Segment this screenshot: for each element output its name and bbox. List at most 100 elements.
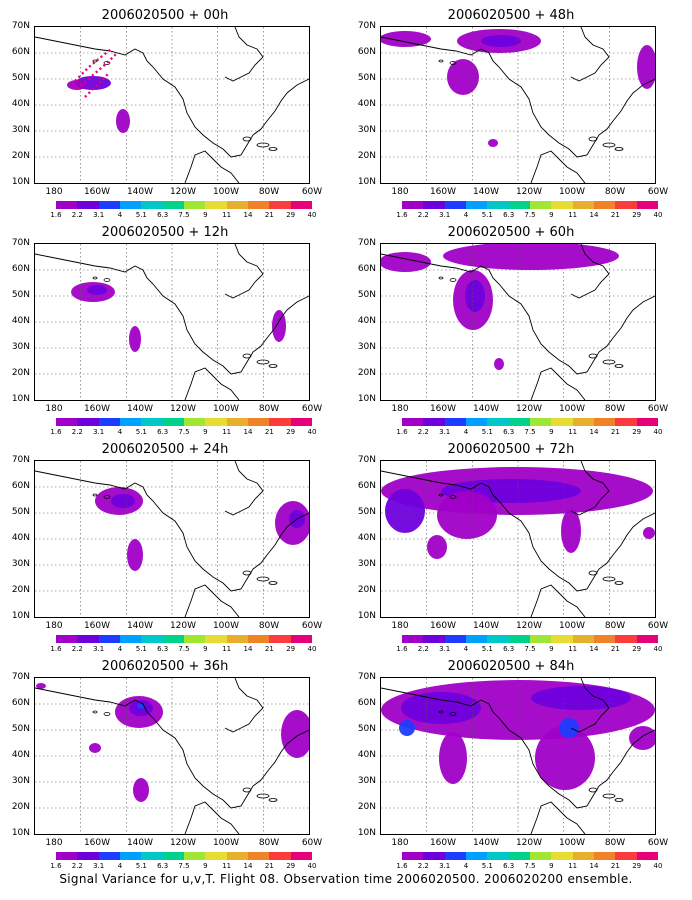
lon-tick-label: 100W — [212, 621, 240, 631]
colorbar-label: 3.1 — [439, 862, 451, 870]
colorbar-swatch — [162, 635, 184, 643]
colorbar-label: 6.3 — [503, 428, 515, 436]
coastline — [224, 27, 264, 82]
colorbar-label: 5.1 — [135, 862, 147, 870]
colorbar-label: 6.3 — [157, 862, 169, 870]
lat-tick-label: 10N — [11, 394, 30, 404]
colorbar-swatch — [593, 201, 616, 209]
colorbar-label: 40 — [307, 645, 317, 653]
coastline — [570, 244, 610, 299]
colorbar-swatch — [487, 635, 509, 643]
lat-tick-label: 70N — [357, 672, 376, 682]
lat-tick-label: 10N — [357, 828, 376, 838]
colorbar-swatch — [205, 635, 227, 643]
colorbar-swatch — [508, 635, 530, 643]
colorbar-label: 3.1 — [439, 428, 451, 436]
colorbar-label: 40 — [653, 645, 663, 653]
colorbar-swatch — [615, 201, 637, 209]
island-outline — [449, 61, 457, 65]
panel-24h: 2006020500 + 24h 70N 60N 50N 40N 30N 20N 10N 18… — [0, 442, 330, 653]
colorbar-label: 11 — [568, 645, 578, 653]
colorbar-label: 29 — [286, 862, 296, 870]
lon-tick-label: 100W — [212, 404, 240, 414]
colorbar-swatch — [290, 418, 312, 426]
lon-tick-label: 120W — [515, 404, 543, 414]
lon-tick-label: 120W — [169, 404, 197, 414]
lon-tick-label: 180 — [391, 621, 409, 631]
colorbar-swatch — [98, 852, 120, 860]
colorbar-swatch — [77, 201, 99, 209]
panel-title: 2006020500 + 36h — [101, 659, 229, 674]
lon-tick-label: 80W — [258, 838, 280, 848]
colorbar-label: 1.6 — [50, 211, 62, 219]
flight-track — [74, 48, 118, 98]
coastline — [35, 253, 309, 375]
island-outline — [268, 798, 278, 802]
lat-tick-label: 40N — [11, 99, 30, 109]
colorbar-label: 14 — [589, 645, 599, 653]
colorbar-label: 29 — [632, 211, 642, 219]
colorbar-swatch — [56, 418, 78, 426]
colorbar-swatch — [487, 418, 509, 426]
colorbar-swatch — [119, 852, 142, 860]
colorbar-swatch — [56, 201, 78, 209]
colorbar-label: 21 — [264, 428, 274, 436]
lat-tick-label: 60N — [357, 698, 376, 708]
colorbar-swatch — [141, 201, 163, 209]
colorbar-label: 9 — [203, 862, 208, 870]
colorbar-swatch — [636, 418, 658, 426]
island-outline — [588, 353, 598, 359]
lon-tick-label: 100W — [558, 187, 586, 197]
island-outline — [438, 59, 444, 63]
island-outline — [602, 793, 616, 799]
variance-region — [443, 244, 619, 270]
coastline — [224, 678, 264, 733]
colorbar-swatch — [593, 852, 616, 860]
map-svg — [381, 244, 655, 400]
lon-tick-label: 140W — [472, 404, 500, 414]
colorbar-swatch — [402, 201, 424, 209]
lon-tick-label: 60W — [647, 187, 669, 197]
lat-tick-label: 70N — [11, 455, 30, 465]
colorbar-label: 5.1 — [481, 211, 493, 219]
island-outline — [92, 710, 98, 714]
lon-tick-label: 60W — [301, 404, 323, 414]
colorbar-label: 9 — [549, 645, 554, 653]
lon-tick-label: 160W — [429, 404, 457, 414]
colorbar-swatch — [465, 635, 488, 643]
colorbar-swatch — [56, 852, 78, 860]
lon-tick-label: 100W — [558, 404, 586, 414]
lat-tick-label: 50N — [11, 290, 30, 300]
lat-tick-label: 60N — [11, 481, 30, 491]
colorbar-label: 14 — [243, 862, 253, 870]
lon-tick-label: 80W — [258, 404, 280, 414]
colorbar-swatch — [423, 201, 445, 209]
island-outline — [602, 359, 616, 365]
coastline — [381, 253, 655, 375]
colorbar-swatch — [508, 201, 530, 209]
colorbar-label: 11 — [568, 211, 578, 219]
colorbar-swatch — [162, 201, 184, 209]
colorbar-swatch — [205, 418, 227, 426]
colorbar-swatch — [423, 635, 445, 643]
lat-tick-label: 60N — [357, 264, 376, 274]
colorbar-label: 5.1 — [481, 645, 493, 653]
colorbar-label: 29 — [286, 428, 296, 436]
colorbar-swatch — [572, 635, 594, 643]
colorbar-label: 29 — [632, 428, 642, 436]
colorbar-swatch — [119, 418, 142, 426]
colorbar-swatch — [77, 852, 99, 860]
panel-00h: 2006020500 + 00h 70N 60N 50N 40N 30N 20N 10N 18… — [0, 8, 330, 219]
map-svg — [381, 27, 655, 183]
colorbar-swatch — [593, 418, 616, 426]
lat-tick-label: 60N — [11, 47, 30, 57]
lat-tick-label: 30N — [11, 342, 30, 352]
lat-tick-label: 30N — [357, 559, 376, 569]
lon-tick-label: 80W — [604, 187, 626, 197]
colorbar — [402, 418, 658, 426]
panel-title: 2006020500 + 60h — [447, 225, 575, 240]
lat-tick-label: 50N — [357, 73, 376, 83]
colorbar-label: 40 — [307, 428, 317, 436]
lat-tick-label: 10N — [357, 611, 376, 621]
colorbar-swatch — [162, 852, 184, 860]
